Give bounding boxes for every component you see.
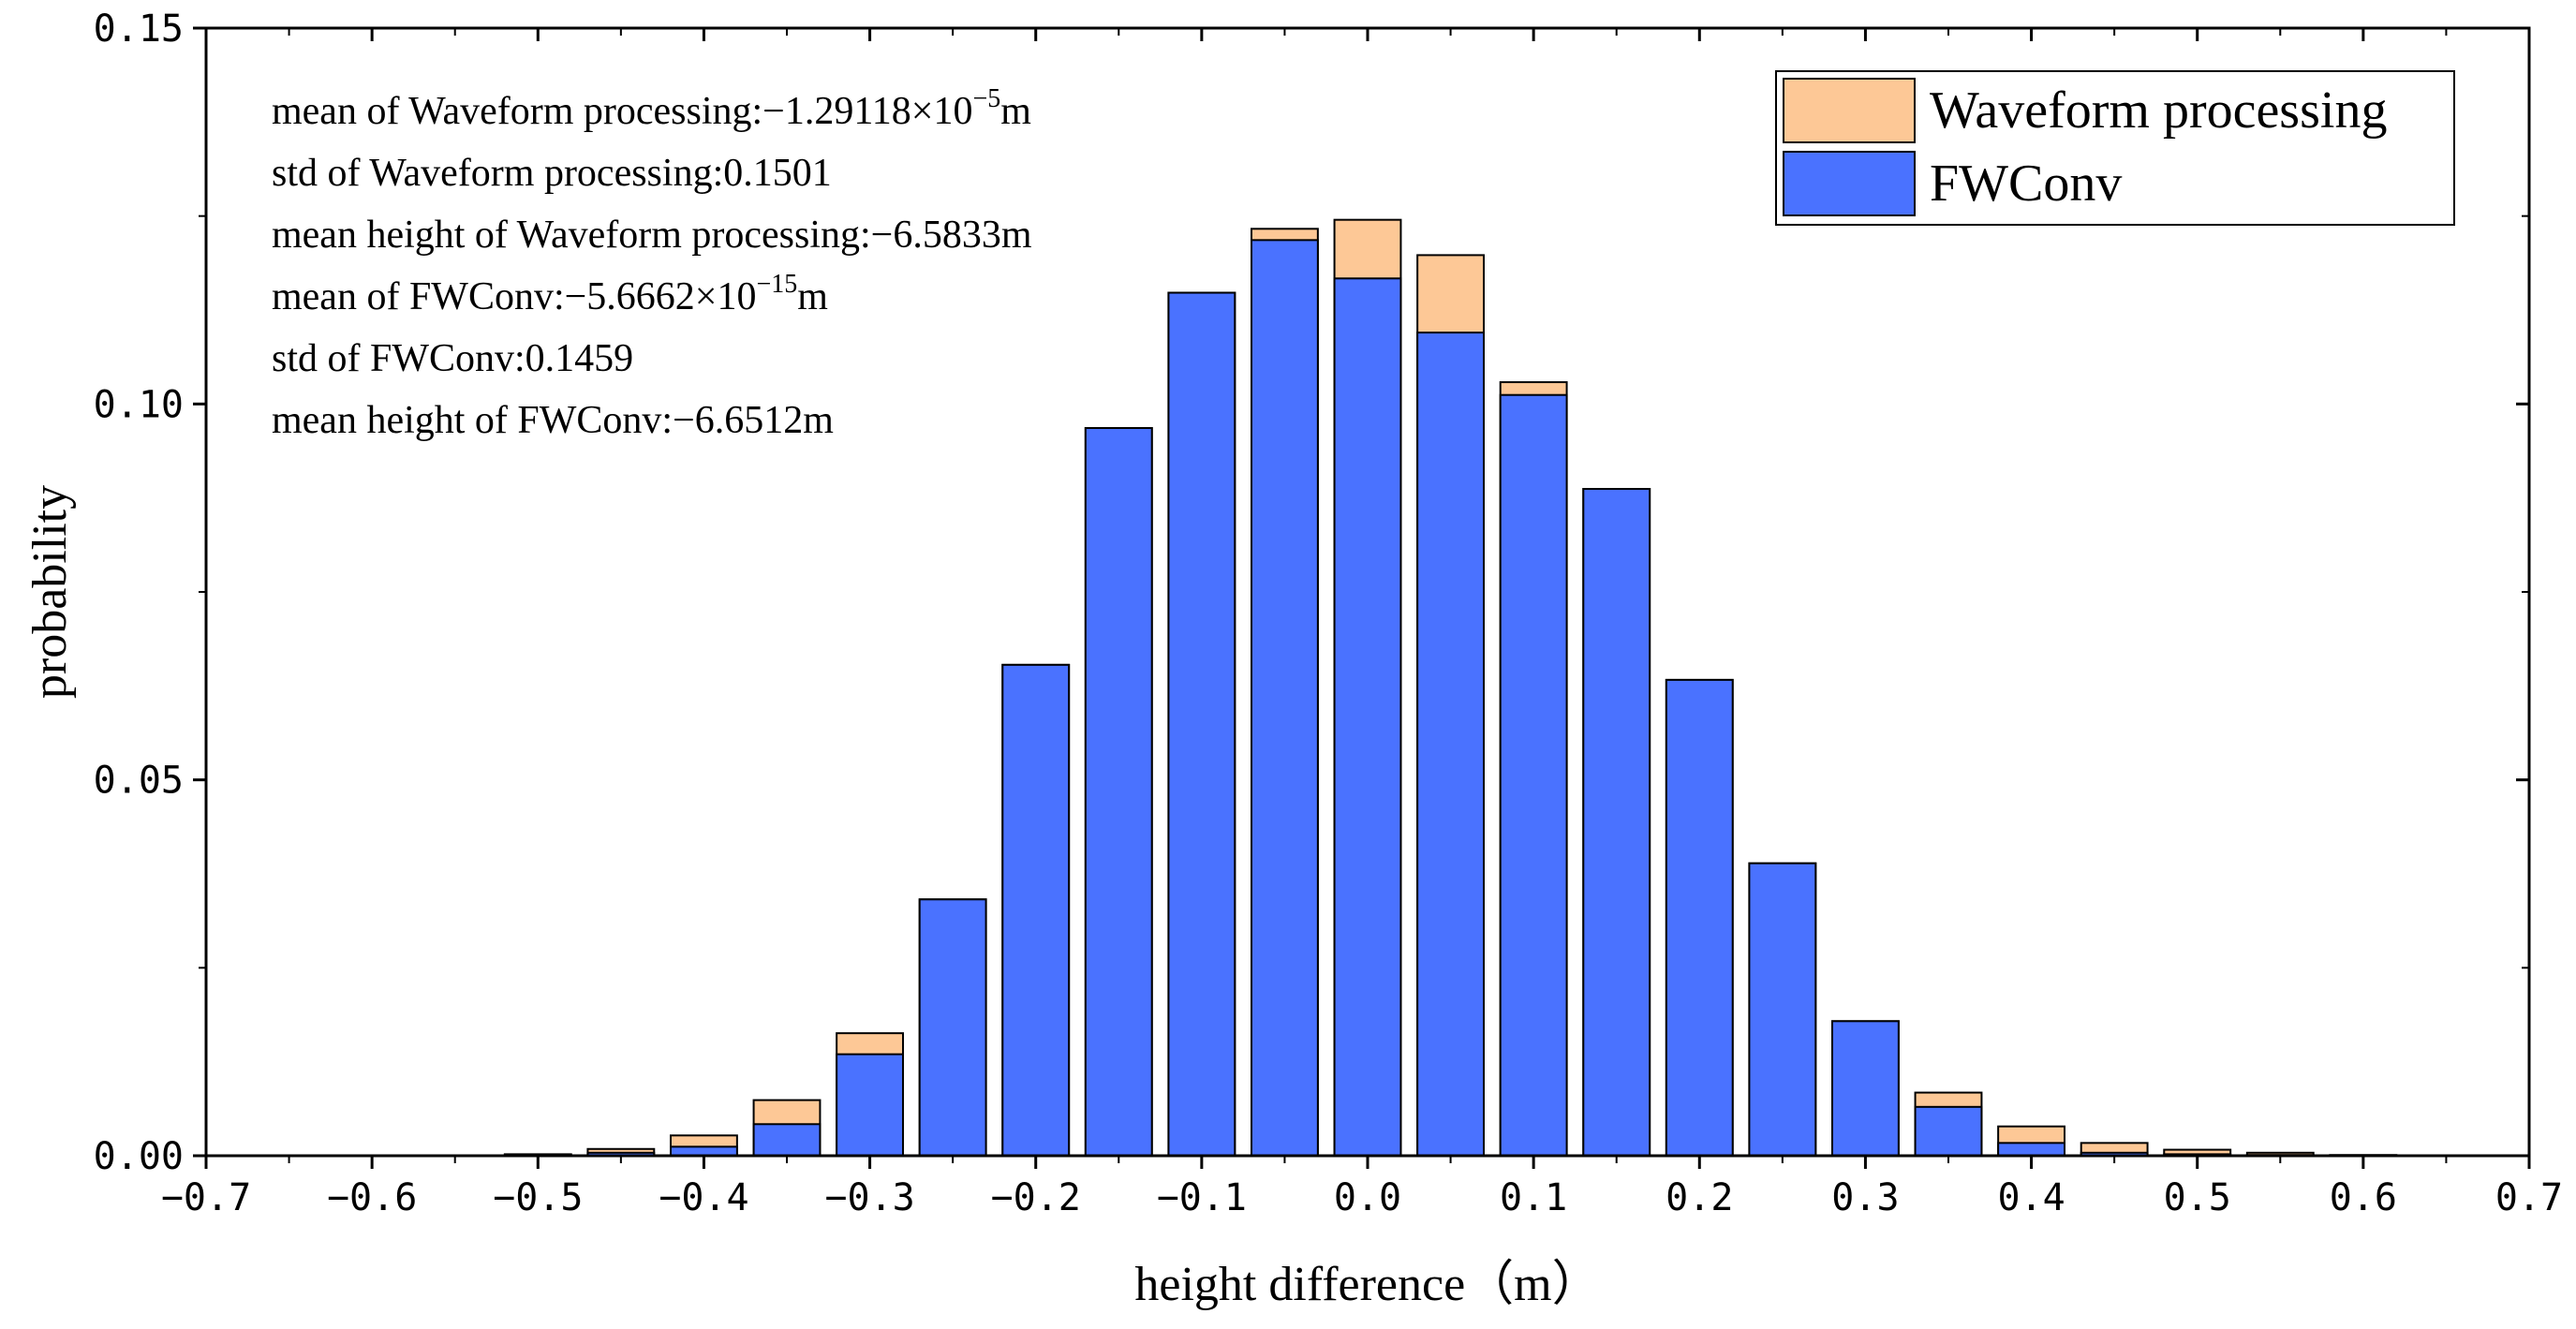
series-fwconv: [503, 239, 2315, 1158]
bar-fwconv: [1914, 1105, 1983, 1157]
x-tick-label: 0.7: [2495, 1176, 2563, 1219]
x-tick-label: −0.1: [1157, 1176, 1247, 1219]
stats-text: std of Waveform processing:0.1501: [272, 152, 832, 195]
stats-unit: m: [797, 275, 828, 318]
x-tick-label: 0.4: [1997, 1176, 2065, 1219]
stats-line: mean of FWConv:−5.6662×10−15m: [272, 270, 828, 318]
bar-fwconv: [1997, 1142, 2065, 1157]
x-tick-label: −0.3: [824, 1176, 914, 1219]
bar-fwconv: [836, 1053, 905, 1158]
x-tick-label: −0.5: [493, 1176, 583, 1219]
x-tick-label: 0.1: [1500, 1176, 1567, 1219]
y-tick-label: 0.05: [94, 760, 184, 803]
stats-text: std of FWConv:0.1459: [272, 337, 633, 380]
x-tick-label: 0.5: [2164, 1176, 2231, 1219]
stats-text: mean height of FWConv:−6.6512m: [272, 399, 834, 442]
x-tick-label: 0.2: [1666, 1176, 1733, 1219]
legend-label: Waveform processing: [1930, 81, 2387, 140]
bars-layer: [503, 218, 2398, 1158]
bar-fwconv: [1001, 663, 1071, 1157]
bar-fwconv: [1748, 862, 1817, 1158]
y-tick-label: 0.15: [94, 7, 184, 51]
legend-swatch: [1783, 151, 1916, 216]
bar-fwconv: [1251, 239, 1319, 1157]
stats-unit: m: [1000, 90, 1031, 133]
bar-fwconv: [1333, 277, 1402, 1157]
x-tick-label: −0.6: [327, 1176, 417, 1219]
x-tick-label: 0.3: [1831, 1176, 1899, 1219]
legend: Waveform processing FWConv: [1775, 70, 2455, 226]
axes-layer: −0.7 −0.6 −0.5 −0.4 −0.3 −0.2 −0.1 0.0 0.1 0.2 0.3…: [94, 7, 2563, 1219]
stats-exponent: −5: [973, 84, 1001, 113]
x-tick-label: −0.7: [161, 1176, 251, 1219]
bar-fwconv: [918, 898, 987, 1157]
bar-fwconv: [1084, 427, 1153, 1157]
x-tick-label: −0.4: [659, 1176, 748, 1219]
stats-text: mean of FWConv:−5.6662×10: [272, 275, 757, 318]
legend-label: FWConv: [1930, 155, 2122, 213]
bar-fwconv: [1582, 488, 1651, 1157]
x-tick-label: −0.2: [991, 1176, 1081, 1219]
bar-fwconv: [1665, 678, 1734, 1157]
x-tick-label: 0.0: [1334, 1176, 1401, 1219]
y-tick-label: 0.10: [94, 383, 184, 426]
x-tick-label: 0.6: [2330, 1176, 2397, 1219]
stats-text: mean of Waveform processing:−1.29118×10: [272, 90, 973, 133]
stats-line: std of FWConv:0.1459: [272, 337, 633, 380]
y-axis-title: probability: [23, 485, 77, 699]
bar-fwconv: [1499, 393, 1568, 1157]
annotations: mean of Waveform processing:−1.29118×10−…: [272, 84, 1032, 442]
x-axis-title: height difference（m）: [1134, 1258, 1600, 1311]
stats-line: mean height of FWConv:−6.6512m: [272, 399, 834, 442]
stats-line: mean height of Waveform processing:−6.58…: [272, 214, 1032, 257]
stats-line: std of Waveform processing:0.1501: [272, 152, 832, 195]
bar-fwconv: [1167, 291, 1236, 1157]
y-tick-label: 0.00: [94, 1135, 184, 1178]
stats-text: mean height of Waveform processing:−6.58…: [272, 214, 1032, 257]
bar-fwconv: [1831, 1020, 1900, 1157]
bar-fwconv: [1416, 332, 1485, 1157]
bar-fwconv: [752, 1123, 822, 1157]
legend-swatch: [1783, 78, 1916, 143]
stats-line: mean of Waveform processing:−1.29118×10−…: [272, 84, 1031, 133]
stats-exponent: −15: [757, 270, 798, 299]
